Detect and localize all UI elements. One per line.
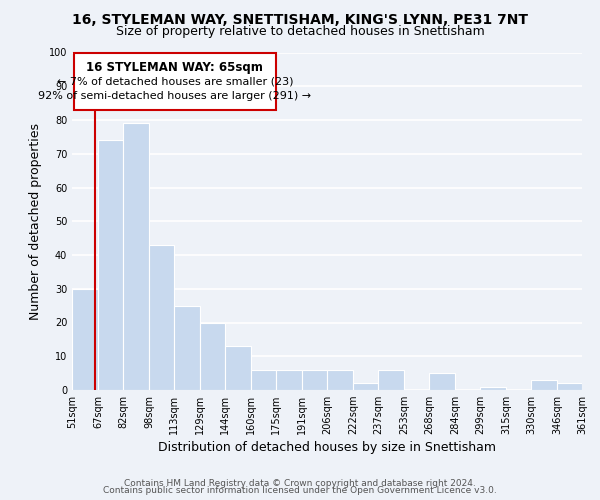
Bar [276,370,302,390]
Bar [123,124,149,390]
Text: ← 7% of detached houses are smaller (23): ← 7% of detached houses are smaller (23) [56,76,293,86]
Bar [378,370,404,390]
Bar [302,370,327,390]
Text: Size of property relative to detached houses in Snettisham: Size of property relative to detached ho… [116,25,484,38]
Bar [149,245,174,390]
Text: 92% of semi-detached houses are larger (291) →: 92% of semi-detached houses are larger (… [38,92,311,102]
Text: Contains HM Land Registry data © Crown copyright and database right 2024.: Contains HM Land Registry data © Crown c… [124,478,476,488]
Text: 16 STYLEMAN WAY: 65sqm: 16 STYLEMAN WAY: 65sqm [86,61,263,74]
Y-axis label: Number of detached properties: Number of detached properties [29,122,42,320]
Bar [98,140,123,390]
Bar [557,383,582,390]
Bar [225,346,251,390]
Bar [531,380,557,390]
Bar [480,386,506,390]
Bar [72,289,98,390]
Bar [251,370,276,390]
X-axis label: Distribution of detached houses by size in Snettisham: Distribution of detached houses by size … [158,442,496,454]
Bar [429,373,455,390]
Bar [174,306,200,390]
FancyBboxPatch shape [74,52,276,110]
Bar [327,370,353,390]
Bar [353,383,378,390]
Text: Contains public sector information licensed under the Open Government Licence v3: Contains public sector information licen… [103,486,497,495]
Bar [200,322,225,390]
Text: 16, STYLEMAN WAY, SNETTISHAM, KING'S LYNN, PE31 7NT: 16, STYLEMAN WAY, SNETTISHAM, KING'S LYN… [72,12,528,26]
